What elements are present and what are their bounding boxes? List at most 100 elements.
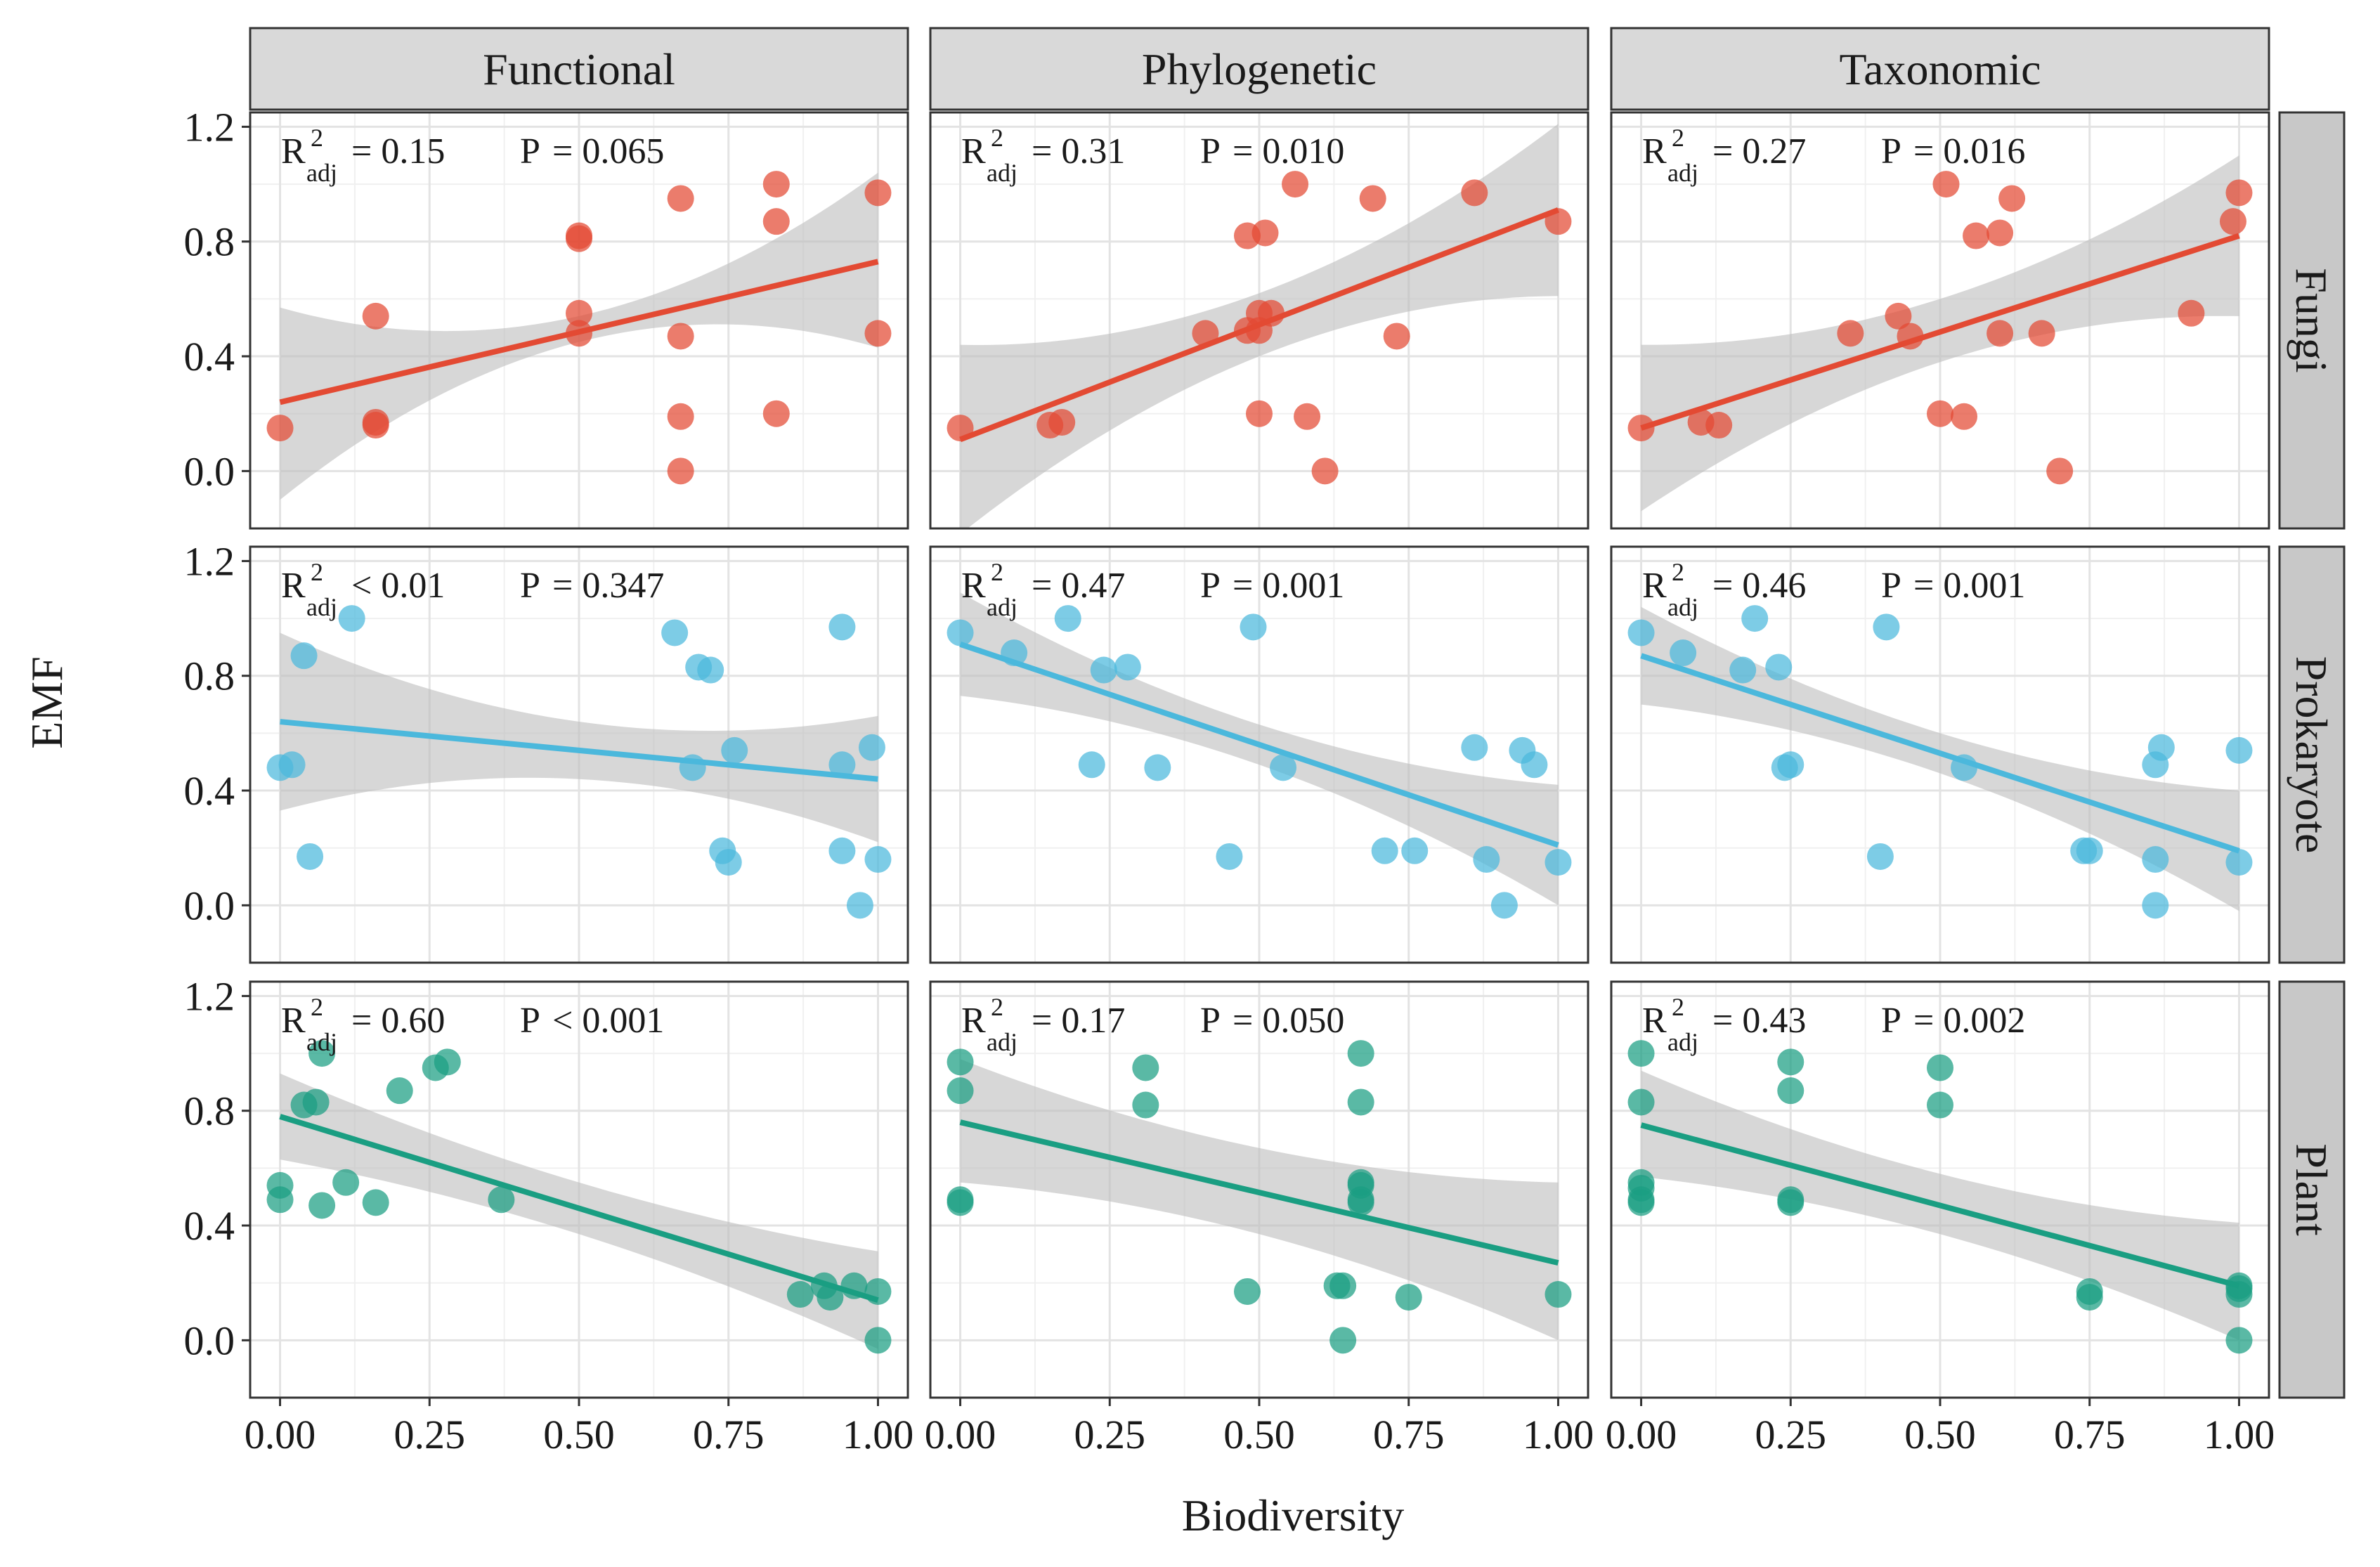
y-tick-label: 0.8 <box>184 1088 235 1134</box>
y-tick-label: 1.2 <box>184 538 235 584</box>
r2-value: = 0.46 <box>1712 566 1806 606</box>
data-point <box>434 1048 461 1076</box>
data-point <box>667 403 694 430</box>
r2-subscript: adj <box>1667 1028 1698 1056</box>
data-point <box>1490 892 1518 919</box>
p-value: = 0.002 <box>1913 1001 2025 1041</box>
data-point <box>2076 1284 2103 1311</box>
row-strip-prokaryote: Prokaryote <box>2278 545 2346 964</box>
r2-superscript: 2 <box>311 124 323 152</box>
y-tick-label: 0.4 <box>184 1203 235 1249</box>
data-point <box>947 619 974 646</box>
r2-symbol: R <box>281 1001 306 1041</box>
data-point <box>1461 179 1488 207</box>
data-point <box>2076 837 2103 864</box>
y-tick-label: 0.4 <box>184 334 235 379</box>
stats-annotation: R 2 adj < 0.01 P = 0.347 <box>281 558 664 621</box>
data-point <box>1078 751 1105 779</box>
data-point <box>1986 320 2014 347</box>
data-point <box>308 1040 336 1067</box>
data-point <box>308 1192 336 1219</box>
data-point <box>1765 654 1793 681</box>
stats-annotation: R 2 adj = 0.17 P = 0.050 <box>961 993 1344 1056</box>
column-strip-background <box>1610 27 2270 111</box>
x-axis-title: Biodiversity <box>1182 1490 1404 1540</box>
panel-border <box>1610 545 2270 964</box>
data-point <box>817 1284 844 1311</box>
panel-border <box>929 111 1589 530</box>
y-tick-label: 1.2 <box>184 973 235 1019</box>
column-strip-functional: Functional <box>249 27 909 111</box>
panel-prokaryote-phylogenetic: R 2 adj = 0.47 P = 0.001 <box>929 545 1589 964</box>
r2-symbol: R <box>961 566 986 606</box>
column-strip-label: Functional <box>483 44 675 94</box>
panel-prokaryote-functional: R 2 adj < 0.01 P = 0.347 <box>249 545 909 964</box>
p-value: = 0.001 <box>1913 566 2025 606</box>
stats-annotation: R 2 adj = 0.43 P = 0.002 <box>1642 993 2025 1056</box>
column-strip-taxonomic: Taxonomic <box>1610 27 2270 111</box>
regression-line <box>959 642 1559 848</box>
x-tick-label: 0.00 <box>1606 1412 1677 1457</box>
data-point <box>1401 837 1429 864</box>
x-tick-label: 1.00 <box>843 1412 914 1457</box>
p-symbol: P <box>520 566 540 606</box>
data-points <box>266 1040 892 1354</box>
confidence-band <box>960 1059 1559 1341</box>
data-point <box>661 619 689 646</box>
data-point <box>1132 1091 1159 1119</box>
regression-line <box>1640 1122 2240 1289</box>
column-strip-background <box>929 27 1589 111</box>
column-strip-phylogenetic: Phylogenetic <box>929 27 1589 111</box>
r2-subscript: adj <box>987 1028 1017 1056</box>
panel-plant-phylogenetic: R 2 adj = 0.17 P = 0.050 <box>929 980 1589 1399</box>
data-point <box>488 1186 515 1214</box>
data-point <box>786 1281 814 1308</box>
data-point <box>1114 654 1141 681</box>
p-symbol: P <box>1881 566 1901 606</box>
data-point <box>2225 736 2253 764</box>
row-strip-background <box>2278 111 2346 530</box>
y-tick-label: 0.0 <box>184 883 235 928</box>
data-point <box>1270 754 1297 781</box>
panel-fungi-taxonomic: R 2 adj = 0.27 P = 0.016 <box>1610 111 2270 530</box>
axes-layer: Functional Phylogenetic Taxonomic Fungi Prok… <box>184 27 2346 1457</box>
data-point <box>1986 219 2014 247</box>
regression-line <box>280 719 878 782</box>
data-point <box>1670 639 1697 667</box>
data-point <box>1777 1077 1804 1105</box>
data-point <box>1132 1054 1159 1081</box>
p-value: = 0.001 <box>1233 566 1344 606</box>
data-point <box>1777 751 1804 779</box>
r2-symbol: R <box>961 131 986 171</box>
panel-fungi-phylogenetic: R 2 adj = 0.31 P = 0.010 <box>929 111 1589 530</box>
data-points <box>947 605 1572 919</box>
regression-line <box>279 259 879 405</box>
y-tick-label: 0.0 <box>184 1318 235 1363</box>
regression-line <box>959 1119 1559 1266</box>
data-point <box>947 1189 974 1216</box>
data-point <box>1090 656 1117 684</box>
r2-subscript: adj <box>306 593 337 621</box>
data-point <box>2147 734 2175 761</box>
data-point <box>278 751 306 779</box>
data-points <box>947 1040 1572 1354</box>
data-point <box>828 613 856 641</box>
data-point <box>1741 605 1769 632</box>
data-point <box>846 892 873 919</box>
regression-line <box>959 207 1559 443</box>
data-point <box>2225 179 2253 207</box>
confidence-band <box>280 632 878 843</box>
data-point <box>1144 754 1171 781</box>
data-point <box>1627 619 1655 646</box>
data-point <box>828 751 856 779</box>
data-point <box>302 1088 330 1116</box>
r2-superscript: 2 <box>1672 993 1684 1021</box>
row-strip-background <box>2278 980 2346 1399</box>
data-point <box>1627 1189 1655 1216</box>
data-point <box>697 656 724 684</box>
data-point <box>1383 323 1410 350</box>
r2-subscript: adj <box>306 159 337 187</box>
data-points <box>1627 171 2253 485</box>
r2-symbol: R <box>281 566 306 606</box>
data-point <box>2142 846 2169 873</box>
